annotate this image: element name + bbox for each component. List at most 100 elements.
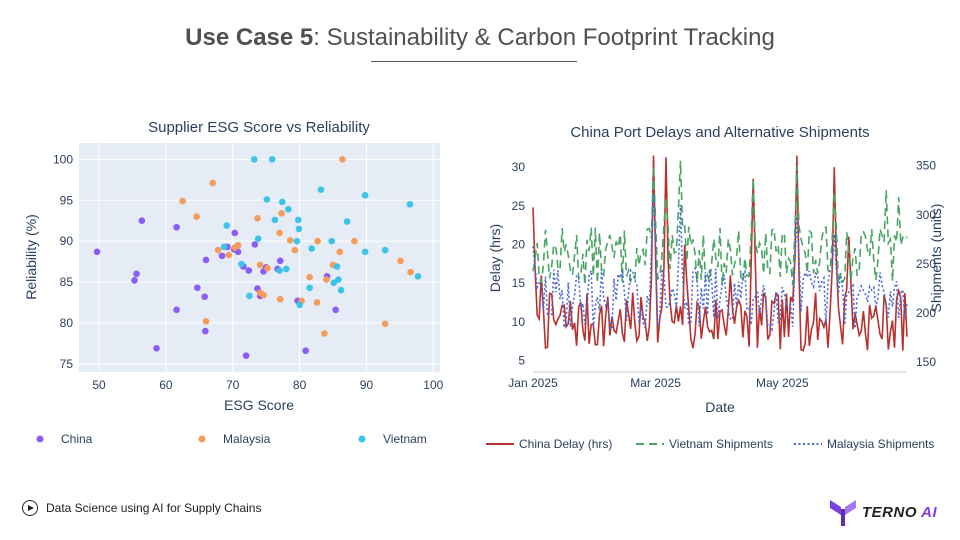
x-tick-label: 90 bbox=[360, 378, 374, 392]
scatter-point-vietnam bbox=[293, 237, 301, 245]
y-tick-label: 90 bbox=[60, 234, 74, 248]
scatter-point-malaysia bbox=[234, 241, 242, 249]
y2-tick-label: 150 bbox=[916, 355, 936, 369]
logo-text: TERNO AI bbox=[862, 503, 938, 521]
scatter-point-malaysia bbox=[278, 210, 285, 217]
legend-label-malaysia: Malaysia bbox=[223, 432, 271, 446]
scatter-point-china bbox=[201, 293, 208, 301]
scatter-point-malaysia bbox=[321, 330, 328, 337]
scatter-point-china bbox=[251, 241, 259, 248]
x-tick-label: 80 bbox=[293, 378, 307, 392]
series-line-vietnam-shipments bbox=[532, 160, 908, 286]
legend-label-vietnam: Vietnam bbox=[383, 432, 427, 446]
scatter-point-china bbox=[276, 257, 284, 265]
play-icon[interactable] bbox=[22, 500, 38, 516]
plot-area bbox=[533, 144, 907, 372]
y-tick-label: 95 bbox=[60, 193, 74, 207]
scatter-point-china bbox=[138, 217, 146, 224]
scatter-point-malaysia bbox=[276, 295, 284, 303]
y-tick-label: 10 bbox=[512, 315, 526, 329]
scatter-point-vietnam bbox=[335, 276, 342, 283]
scatter-point-malaysia bbox=[179, 197, 186, 205]
title-divider bbox=[371, 61, 577, 62]
scatter-point-china bbox=[194, 284, 201, 292]
legend-marker-china bbox=[36, 435, 44, 443]
scatter-point-vietnam bbox=[263, 196, 271, 203]
x-tick-label: 70 bbox=[226, 378, 240, 392]
scatter-point-vietnam bbox=[250, 156, 258, 163]
scatter-point-malaysia bbox=[286, 237, 294, 244]
scatter-point-china bbox=[153, 344, 160, 352]
footer-text: Data Science using AI for Supply Chains bbox=[46, 501, 262, 515]
scatter-point-vietnam bbox=[406, 201, 414, 208]
y-tick-label: 75 bbox=[60, 357, 74, 371]
scatter-point-china bbox=[202, 256, 210, 264]
scatter-point-vietnam bbox=[308, 245, 315, 252]
scatter-point-malaysia bbox=[260, 291, 267, 299]
scatter-title: Supplier ESG Score vs Reliability bbox=[148, 119, 370, 136]
footer: Data Science using AI for Supply Chains bbox=[22, 500, 261, 516]
scatter-point-china bbox=[133, 270, 140, 278]
y-tick-label: 20 bbox=[512, 237, 526, 251]
scatter-point-china bbox=[93, 248, 101, 256]
y2-axis-label: Shipments (units) bbox=[928, 204, 944, 313]
scatter-point-vietnam bbox=[284, 205, 292, 213]
y-tick-label: 100 bbox=[53, 152, 73, 166]
scatter-point-vietnam bbox=[361, 248, 369, 256]
scatter-point-vietnam bbox=[328, 237, 336, 245]
line-title: China Port Delays and Alternative Shipme… bbox=[570, 124, 869, 141]
legend-label: Vietnam Shipments bbox=[669, 437, 773, 451]
x-axis-label: ESG Score bbox=[224, 397, 294, 413]
scatter-point-vietnam bbox=[330, 279, 338, 287]
scatter-point-malaysia bbox=[336, 248, 344, 256]
y2-tick-label: 300 bbox=[916, 208, 936, 222]
legend-label: China Delay (hrs) bbox=[519, 437, 612, 451]
scatter-point-malaysia bbox=[202, 317, 210, 325]
x-tick-label: Mar 2025 bbox=[630, 376, 681, 390]
scatter-point-malaysia bbox=[264, 264, 271, 272]
slide-title-rest: : Sustainability & Carbon Footprint Trac… bbox=[313, 24, 775, 51]
y-tick-label: 5 bbox=[518, 353, 525, 367]
scatter-point-vietnam bbox=[295, 225, 303, 233]
x-tick-label: 100 bbox=[423, 378, 443, 392]
scatter-point-china bbox=[173, 223, 180, 231]
y-tick-label: 85 bbox=[60, 275, 74, 289]
series-line-china-delay-hrs- bbox=[532, 155, 908, 352]
scatter-point-china bbox=[218, 252, 226, 260]
scatter-point-malaysia bbox=[306, 273, 313, 281]
terno-logo: TERNO AI bbox=[830, 498, 937, 526]
port-delay-line-chart: 5 10 15 20 25 30 150 200 250 300 350 Jan 2025 Mar 20… bbox=[486, 124, 944, 451]
scatter-point-china bbox=[302, 347, 309, 355]
plot-area bbox=[79, 143, 440, 372]
scatter-point-malaysia bbox=[254, 214, 261, 222]
scatter-point-china bbox=[131, 277, 138, 284]
terno-logo-icon bbox=[830, 500, 856, 526]
y-tick-label: 30 bbox=[512, 160, 526, 174]
y-tick-label: 15 bbox=[512, 276, 526, 290]
scatter-point-vietnam bbox=[294, 216, 302, 224]
legend-label-china: China bbox=[61, 432, 93, 446]
scatter-point-malaysia bbox=[351, 237, 358, 245]
legend-marker-vietnam bbox=[358, 435, 366, 443]
scatter-point-malaysia bbox=[407, 268, 414, 276]
scatter-point-vietnam bbox=[414, 273, 422, 280]
scatter-point-vietnam bbox=[271, 216, 279, 224]
esg-scatter-chart: 50 60 70 80 90 100 75 80 85 90 95 100 Supplier ESG S… bbox=[23, 119, 444, 446]
scatter-point-china bbox=[242, 352, 250, 359]
scatter-point-vietnam bbox=[246, 292, 253, 300]
scatter-point-vietnam bbox=[333, 263, 341, 270]
scatter-point-malaysia bbox=[214, 246, 222, 254]
scatter-point-vietnam bbox=[254, 235, 262, 242]
x-axis-label: Date bbox=[705, 399, 735, 415]
scatter-point-malaysia bbox=[225, 251, 233, 259]
scatter-point-china bbox=[332, 306, 340, 314]
scatter-point-vietnam bbox=[223, 222, 231, 229]
y2-tick-label: 350 bbox=[916, 159, 936, 173]
x-tick-label: 50 bbox=[92, 378, 106, 392]
x-tick-label: May 2025 bbox=[756, 376, 809, 390]
scatter-point-vietnam bbox=[276, 267, 283, 274]
scatter-point-vietnam bbox=[361, 192, 369, 199]
scatter-point-malaysia bbox=[314, 237, 321, 245]
legend-label: Malaysia Shipments bbox=[827, 437, 934, 451]
scatter-point-malaysia bbox=[323, 276, 330, 283]
